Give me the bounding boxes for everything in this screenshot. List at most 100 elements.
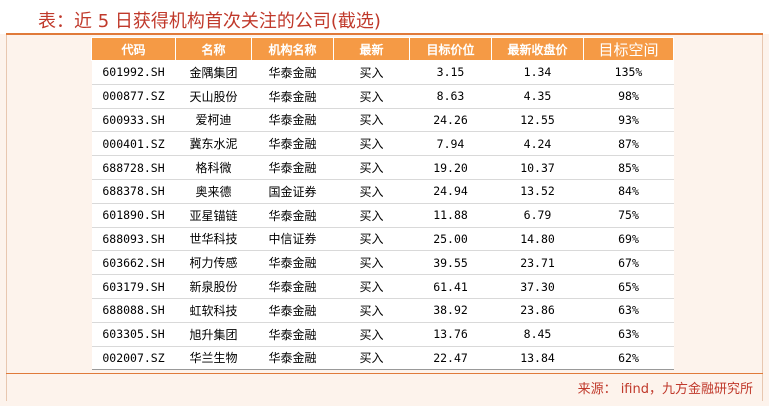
cell-name: 世华科技 — [175, 227, 252, 252]
cell-target-price: 3.15 — [409, 60, 492, 85]
cell-target-price: 22.47 — [409, 346, 492, 371]
cell-upside: 62% — [583, 346, 674, 371]
cell-upside: 84% — [583, 179, 674, 204]
header-close-price[interactable]: 最新收盘价 — [491, 37, 584, 61]
cell-rating: 买入 — [333, 108, 410, 133]
table-row[interactable]: 000401.SZ 冀东水泥 华泰金融 买入 7.94 4.24 87% — [91, 131, 674, 157]
cell-upside: 98% — [583, 84, 674, 109]
cell-target-price: 8.63 — [409, 84, 492, 109]
content-frame — [6, 35, 763, 401]
cell-rating: 买入 — [333, 274, 410, 299]
cell-code: 688093.SH — [91, 227, 176, 252]
cell-close-price: 23.86 — [491, 298, 584, 323]
table-row[interactable]: 688093.SH 世华科技 中信证券 买入 25.00 14.80 69% — [91, 227, 674, 252]
header-target-price[interactable]: 目标价位 — [409, 37, 492, 61]
cell-code: 688378.SH — [91, 179, 176, 204]
cell-target-price: 19.20 — [409, 155, 492, 180]
cell-close-price: 13.52 — [491, 179, 584, 204]
header-name[interactable]: 名称 — [175, 37, 252, 61]
table-row[interactable]: 688728.SH 格科微 华泰金融 买入 19.20 10.37 85% — [91, 155, 674, 180]
table-row[interactable]: 601890.SH 亚星锚链 华泰金融 买入 11.88 6.79 75% — [91, 203, 674, 228]
source-divider — [6, 373, 763, 374]
table-row[interactable]: 603305.SH 旭升集团 华泰金融 买入 13.76 8.45 63% — [91, 322, 674, 347]
cell-upside: 65% — [583, 274, 674, 299]
cell-target-price: 39.55 — [409, 250, 492, 276]
table-row[interactable]: 603662.SH 柯力传感 华泰金融 买入 39.55 23.71 67% — [91, 250, 674, 276]
cell-rating: 买入 — [333, 250, 410, 276]
cell-name: 格科微 — [175, 155, 252, 180]
cell-institution: 华泰金融 — [251, 274, 334, 299]
cell-upside: 93% — [583, 108, 674, 133]
cell-institution: 华泰金融 — [251, 298, 334, 323]
cell-code: 600933.SH — [91, 108, 176, 133]
cell-rating: 买入 — [333, 131, 410, 157]
table-row[interactable]: 603179.SH 新泉股份 华泰金融 买入 61.41 37.30 65% — [91, 274, 674, 299]
cell-code: 603305.SH — [91, 322, 176, 347]
cell-code: 601992.SH — [91, 60, 176, 85]
table-row[interactable]: 688088.SH 虹软科技 华泰金融 买入 38.92 23.86 63% — [91, 298, 674, 323]
table-row[interactable]: 000877.SZ 天山股份 华泰金融 买入 8.63 4.35 98% — [91, 84, 674, 109]
cell-target-price: 24.94 — [409, 179, 492, 204]
cell-close-price: 4.24 — [491, 131, 584, 157]
page-title: 表：近 5 日获得机构首次关注的公司(截选) — [38, 11, 381, 32]
cell-name: 奥来德 — [175, 179, 252, 204]
table-header-row: 代码 名称 机构名称 最新 目标价位 最新收盘价 目标空间 — [91, 37, 674, 61]
table-row[interactable]: 002007.SZ 华兰生物 华泰金融 买入 22.47 13.84 62% — [91, 346, 674, 371]
cell-close-price: 37.30 — [491, 274, 584, 299]
cell-name: 亚星锚链 — [175, 203, 252, 228]
cell-name: 虹软科技 — [175, 298, 252, 323]
cell-institution: 华泰金融 — [251, 84, 334, 109]
cell-name: 新泉股份 — [175, 274, 252, 299]
cell-code: 688728.SH — [91, 155, 176, 180]
cell-close-price: 1.34 — [491, 60, 584, 85]
table-row[interactable]: 601992.SH 金隅集团 华泰金融 买入 3.15 1.34 135% — [91, 60, 674, 85]
cell-code: 603179.SH — [91, 274, 176, 299]
cell-upside: 85% — [583, 155, 674, 180]
cell-target-price: 25.00 — [409, 227, 492, 252]
cell-upside: 69% — [583, 227, 674, 252]
stock-table: 代码 名称 机构名称 最新 目标价位 最新收盘价 目标空间 601992.SH 金… — [91, 37, 674, 371]
header-upside[interactable]: 目标空间 — [583, 37, 674, 61]
cell-close-price: 10.37 — [491, 155, 584, 180]
cell-target-price: 13.76 — [409, 322, 492, 347]
cell-target-price: 11.88 — [409, 203, 492, 228]
cell-institution: 华泰金融 — [251, 60, 334, 85]
cell-upside: 87% — [583, 131, 674, 157]
cell-rating: 买入 — [333, 203, 410, 228]
cell-code: 002007.SZ — [91, 346, 176, 371]
title-divider — [6, 33, 763, 35]
cell-rating: 买入 — [333, 298, 410, 323]
cell-institution: 华泰金融 — [251, 155, 334, 180]
table-row[interactable]: 688378.SH 奥来德 国金证券 买入 24.94 13.52 84% — [91, 179, 674, 204]
cell-code: 000877.SZ — [91, 84, 176, 109]
cell-code: 601890.SH — [91, 203, 176, 228]
title-bar: 表：近 5 日获得机构首次关注的公司(截选) — [0, 0, 769, 34]
cell-upside: 63% — [583, 322, 674, 347]
cell-close-price: 23.71 — [491, 250, 584, 276]
cell-close-price: 6.79 — [491, 203, 584, 228]
cell-code: 688088.SH — [91, 298, 176, 323]
cell-institution: 华泰金融 — [251, 322, 334, 347]
cell-name: 柯力传感 — [175, 250, 252, 276]
cell-close-price: 4.35 — [491, 84, 584, 109]
cell-rating: 买入 — [333, 227, 410, 252]
table-row[interactable]: 600933.SH 爱柯迪 华泰金融 买入 24.26 12.55 93% — [91, 108, 674, 133]
cell-rating: 买入 — [333, 84, 410, 109]
cell-upside: 67% — [583, 250, 674, 276]
header-rating[interactable]: 最新 — [333, 37, 410, 61]
cell-close-price: 12.55 — [491, 108, 584, 133]
cell-rating: 买入 — [333, 346, 410, 371]
header-institution[interactable]: 机构名称 — [251, 37, 334, 61]
cell-target-price: 61.41 — [409, 274, 492, 299]
cell-close-price: 8.45 — [491, 322, 584, 347]
cell-institution: 华泰金融 — [251, 131, 334, 157]
cell-name: 爱柯迪 — [175, 108, 252, 133]
cell-name: 华兰生物 — [175, 346, 252, 371]
cell-rating: 买入 — [333, 179, 410, 204]
cell-code: 603662.SH — [91, 250, 176, 276]
cell-rating: 买入 — [333, 322, 410, 347]
cell-rating: 买入 — [333, 155, 410, 180]
cell-institution: 华泰金融 — [251, 346, 334, 371]
cell-institution: 华泰金融 — [251, 250, 334, 276]
header-code[interactable]: 代码 — [91, 37, 176, 61]
